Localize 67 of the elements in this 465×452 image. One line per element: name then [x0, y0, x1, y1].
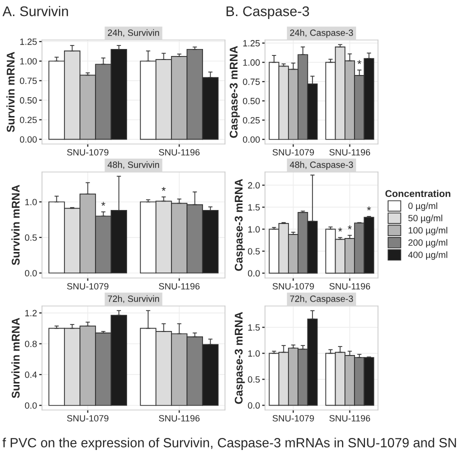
data-label: * — [348, 225, 352, 230]
y-tick-label: 1.5 — [248, 324, 260, 331]
x-tick-label: SNU-1196 — [158, 149, 200, 156]
legend-label: 200 µg/ml — [408, 239, 448, 248]
y-tick-label: 0.4 — [24, 372, 37, 378]
data-label: * — [366, 206, 371, 210]
data-label: * — [357, 60, 362, 64]
data-label: * — [162, 186, 166, 191]
y-tick-label: 0.0 — [24, 270, 37, 276]
y-tick-label: 0.0 — [248, 402, 260, 409]
y-tick-label: 1.25 — [20, 38, 37, 45]
x-tick-label: SNU-1196 — [158, 283, 200, 290]
y-axis-title: Caspase-3 mRNA — [234, 178, 245, 271]
y-axis-title: Survivin mRNA — [6, 52, 15, 132]
x-tick-label: SNU-1079 — [272, 415, 314, 422]
x-tick-label: SNU-1079 — [272, 283, 314, 290]
y-tick-label: 0.5 — [248, 376, 260, 383]
x-tick-label: SNU-1196 — [158, 415, 200, 422]
y-tick-label: 1.2 — [25, 310, 37, 316]
chart-title: 72h, Survivin — [108, 295, 160, 303]
x-tick-label: SNU-1196 — [329, 149, 370, 156]
y-tick-label: 0.50 — [20, 97, 37, 104]
y-tick-label: 1.5 — [248, 204, 260, 211]
y-tick-label: 0.00 — [242, 136, 260, 143]
y-tick-label: 0.00 — [20, 136, 37, 143]
y-tick-label: 0.75 — [20, 78, 37, 84]
y-tick-label: 1.00 — [243, 59, 260, 66]
y-tick-label: 1.0 — [248, 350, 260, 357]
y-tick-label: 0.25 — [242, 117, 260, 124]
x-tick-label: SNU-1079 — [67, 149, 108, 156]
legend-label: 100 µg/ml — [408, 226, 448, 236]
chart-title: 24h, Survivin — [108, 29, 160, 37]
y-tick-label: 0.0 — [248, 270, 260, 277]
legend-label: 50 µg/ml — [408, 214, 442, 224]
y-axis-title: Caspase-3 mRNA — [230, 46, 240, 138]
y-tick-label: 0.75 — [242, 78, 260, 85]
y-tick-label: 0.8 — [24, 340, 37, 348]
x-tick-label: SNU-1196 — [329, 415, 370, 422]
y-tick-label: 1.0 — [248, 226, 260, 233]
y-tick-label: 1.25 — [243, 40, 260, 46]
x-tick-label: SNU-1079 — [67, 283, 108, 290]
legend-title: Concentration — [385, 190, 450, 198]
y-tick-label: 1.00 — [20, 58, 37, 64]
x-tick-label: SNU-1079 — [67, 415, 108, 422]
y-tick-label: 2.0 — [248, 182, 260, 189]
y-tick-label: 0.25 — [20, 116, 37, 124]
data-label: * — [338, 228, 342, 232]
chart-title: 72h, Caspase-3 — [290, 295, 353, 304]
x-tick-label: SNU-1079 — [272, 149, 314, 156]
text: A. Survivin — [2, 6, 68, 16]
chart-title: 48h, Survivin — [108, 161, 160, 169]
y-axis-title: Survivin mRNA — [11, 318, 20, 398]
chart-title: 48h, Caspase-3 — [290, 161, 353, 170]
text: f PVC on the expression of Survivin, Caspase-3 mRNAs in SNU-1079 and SN — [2, 438, 456, 450]
x-tick-label: SNU-1196 — [329, 283, 370, 290]
y-tick-label: 0.50 — [242, 98, 260, 104]
legend-label: 0 µg/ml — [408, 202, 438, 211]
data-label: * — [101, 202, 106, 206]
legend-label: 400 µg/ml — [408, 251, 448, 260]
y-tick-label: 0.0 — [24, 402, 37, 409]
y-axis-title: Survivin mRNA — [11, 184, 20, 266]
y-tick-label: 0.5 — [248, 248, 260, 255]
text: B. Caspase-3 — [226, 6, 310, 19]
y-tick-label: 0.5 — [24, 234, 37, 241]
y-tick-label: 1.0 — [25, 198, 37, 206]
y-axis-title: Caspase-3 mRNA — [234, 312, 245, 404]
chart-title: 24h, Caspase-3 — [290, 29, 353, 38]
